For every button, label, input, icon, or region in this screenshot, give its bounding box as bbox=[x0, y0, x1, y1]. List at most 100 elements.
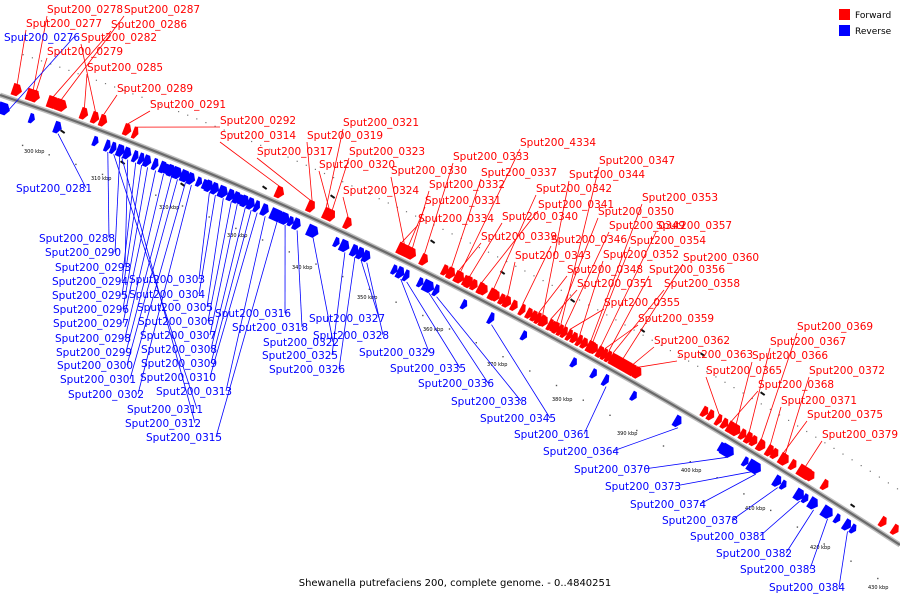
leader-line bbox=[804, 440, 823, 468]
reverse-gene-label: Sput200_0296 bbox=[53, 304, 129, 316]
reverse-gene-label: Sput200_0374 bbox=[630, 499, 706, 511]
forward-gene-label: Sput200_0278 bbox=[47, 4, 123, 16]
skew-dot bbox=[101, 173, 104, 176]
forward-gene-label: Sput200_0285 bbox=[87, 62, 163, 74]
forward-gene bbox=[517, 303, 526, 316]
reverse-gene-label: Sput200_0305 bbox=[137, 302, 213, 314]
reverse-gene-label: Sput200_0298 bbox=[55, 333, 131, 345]
reverse-gene-label: Sput200_0308 bbox=[141, 344, 217, 356]
leader-line bbox=[125, 176, 172, 353]
reverse-gene-label: Sput200_0325 bbox=[262, 350, 338, 362]
kbp-tick-labels: 300 kbp 310 kbp 320 kbp 330 kbp 340 kbp 350 k… bbox=[24, 149, 888, 591]
forward-gene-label: Sput200_0359 bbox=[638, 313, 714, 325]
reverse-gene-label: Sput200_0276 bbox=[4, 32, 80, 44]
leader-line bbox=[622, 263, 684, 360]
leader-line bbox=[121, 162, 137, 282]
forward-gene bbox=[539, 315, 548, 327]
skew-dot bbox=[555, 384, 558, 387]
gc-dot bbox=[506, 261, 508, 263]
gc-dot bbox=[706, 371, 708, 373]
leader-line bbox=[206, 198, 224, 308]
gc-dot bbox=[278, 152, 280, 154]
leader-line bbox=[306, 141, 313, 202]
leader-line bbox=[215, 221, 278, 438]
forward-gene bbox=[599, 347, 609, 361]
reverse-gene-label: Sput200_0315 bbox=[146, 432, 222, 444]
gc-dot bbox=[31, 57, 33, 59]
reverse-gene bbox=[209, 181, 220, 195]
forward-gene bbox=[564, 328, 573, 341]
forward-gene bbox=[496, 293, 506, 305]
reverse-gene bbox=[716, 441, 725, 453]
leader-line bbox=[424, 162, 454, 255]
reverse-gene bbox=[185, 171, 196, 185]
forward-gene-label: Sput200_0323 bbox=[349, 146, 425, 158]
tick-label: 300 kbp bbox=[24, 149, 44, 155]
reverse-gene bbox=[389, 264, 398, 275]
reverse-gene bbox=[91, 135, 99, 147]
reverse-gene bbox=[236, 194, 245, 205]
label-leader-lines bbox=[3, 15, 848, 588]
reverse-gene bbox=[420, 278, 435, 293]
gc-dot bbox=[542, 280, 544, 282]
leader-line bbox=[412, 190, 430, 249]
forward-gene-label: Sput200_0343 bbox=[515, 250, 591, 262]
gc-dot bbox=[50, 63, 52, 65]
leader-line bbox=[312, 237, 334, 343]
gene-labels: Sput200_0278 Sput200_0287 Sput200_0277 Sput… bbox=[4, 4, 898, 594]
gc-dot bbox=[715, 376, 717, 378]
gc-dot bbox=[205, 122, 207, 124]
leader-line bbox=[122, 170, 156, 324]
repeat-mark bbox=[760, 391, 766, 396]
reverse-gene-label: Sput200_0364 bbox=[543, 446, 619, 458]
leader-line bbox=[127, 110, 151, 125]
gc-dot bbox=[369, 193, 371, 195]
reverse-gene bbox=[348, 243, 359, 257]
leader-line bbox=[436, 296, 522, 402]
repeat-mark bbox=[59, 129, 66, 134]
tick-label: 370 kbp bbox=[487, 362, 507, 368]
skew-dot bbox=[475, 342, 477, 344]
reverse-gene-label: Sput200_0382 bbox=[716, 548, 792, 560]
reverse-gene-label: Sput200_0335 bbox=[390, 363, 466, 375]
forward-gene bbox=[490, 290, 500, 302]
forward-gene-label: Sput200_0332 bbox=[429, 179, 505, 191]
leader-line bbox=[769, 406, 782, 446]
forward-gene bbox=[776, 451, 787, 465]
leader-line bbox=[428, 292, 489, 384]
gc-dot bbox=[806, 430, 808, 433]
forward-gene-label: Sput200_0366 bbox=[752, 350, 828, 362]
forward-gene-label: Sput200_0357 bbox=[656, 220, 732, 232]
tick-label: 360 kbp bbox=[423, 327, 443, 333]
forward-gene-label: Sput200_0365 bbox=[706, 365, 782, 377]
forward-gene bbox=[273, 185, 285, 199]
leader-line bbox=[103, 94, 118, 116]
leader-line bbox=[637, 360, 678, 368]
reverse-gene bbox=[136, 152, 145, 165]
reverse-gene bbox=[589, 368, 597, 379]
leader-line bbox=[114, 156, 121, 253]
forward-gene bbox=[819, 478, 829, 491]
reverse-gene bbox=[108, 141, 117, 155]
reverse-gene bbox=[200, 178, 209, 190]
reverse-gene bbox=[0, 101, 10, 116]
leader-line bbox=[3, 36, 75, 116]
forward-gene-label: Sput200_0347 bbox=[599, 155, 675, 167]
leader-line bbox=[542, 180, 570, 315]
reverse-gene bbox=[431, 283, 440, 297]
reverse-gene bbox=[194, 176, 203, 187]
reverse-gene bbox=[840, 518, 852, 531]
leader-line bbox=[782, 420, 808, 454]
leader-line bbox=[219, 141, 281, 188]
leader-line bbox=[80, 43, 96, 112]
tick-label: 330 kbp bbox=[227, 233, 247, 239]
reverse-gene-label: Sput200_0288 bbox=[39, 233, 115, 245]
leader-line bbox=[121, 157, 196, 424]
gc-dot bbox=[769, 408, 771, 410]
reverse-gene bbox=[519, 330, 528, 341]
forward-gene-label: Sput200_0348 bbox=[567, 264, 643, 276]
reverse-gene bbox=[800, 493, 809, 504]
reverse-gene bbox=[162, 163, 171, 175]
leader-line bbox=[35, 57, 48, 91]
leader-line bbox=[366, 262, 384, 336]
